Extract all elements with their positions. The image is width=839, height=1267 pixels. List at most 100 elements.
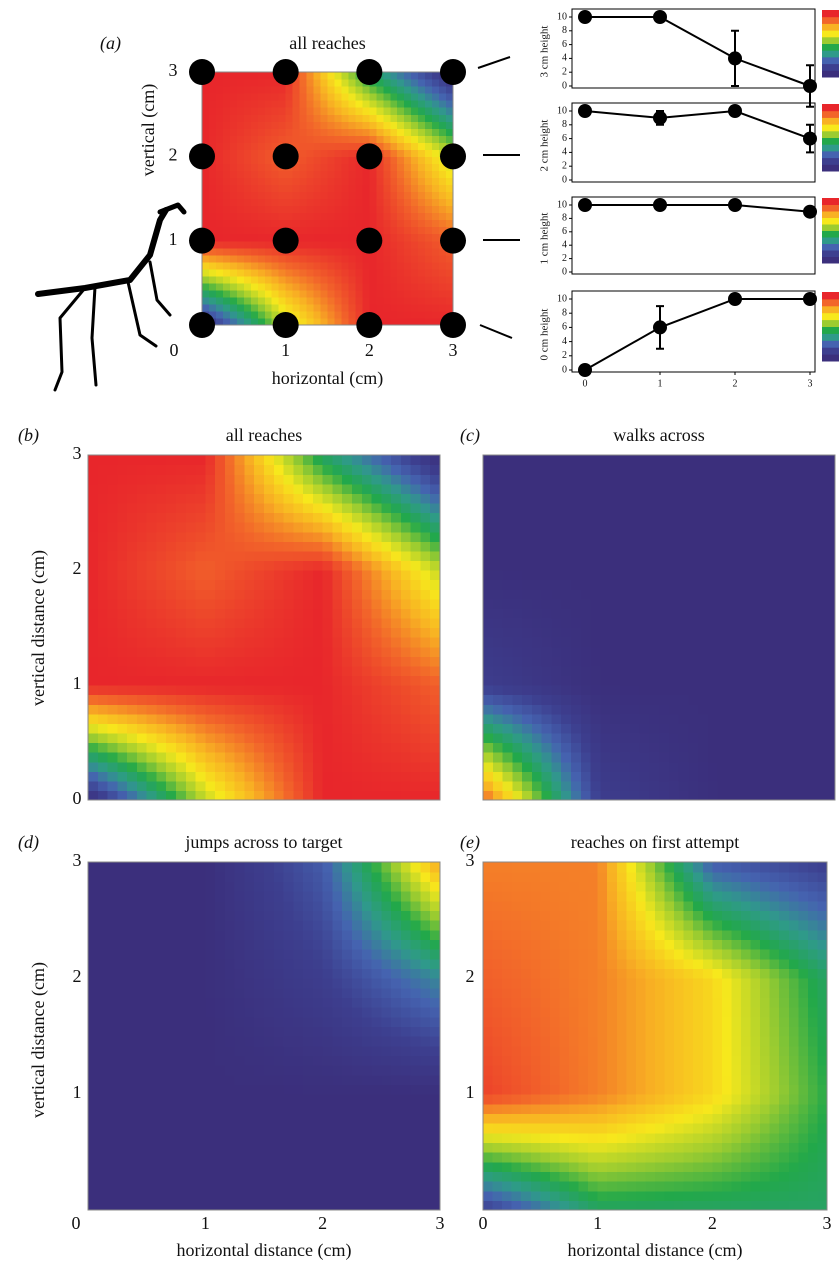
heat-cell [303,1094,314,1105]
target-marker [440,143,466,170]
heat-cell [430,1113,441,1124]
heat-cell [283,1152,294,1163]
heat-cell [600,723,611,734]
heat-cell [381,637,392,648]
heat-cell [361,1113,373,1124]
heat-cell [306,317,315,326]
heat-cell [313,149,322,157]
heat-cell [483,637,494,648]
heat-cell [492,656,504,667]
heat-cell [580,589,592,600]
heat-cell [580,502,592,514]
heat-cell [727,541,738,552]
heat-cell [397,72,405,80]
heat-cell [313,135,322,143]
heat-cell [425,163,433,171]
heat-cell [410,637,422,648]
heat-cell [215,723,226,734]
heat-cell [737,646,748,657]
heat-cell [400,1190,412,1201]
heat-cell [404,86,412,94]
heat-cell [146,1016,158,1027]
heat-cell [257,226,266,235]
heat-cell [420,1094,431,1105]
heat-cell [244,1026,255,1037]
heat-cell [88,862,99,873]
heat-cell [391,752,402,763]
heat-cell [264,637,275,648]
heat-cell [561,742,572,753]
heat-cell [176,598,187,609]
heat-cell [361,704,373,715]
heat-cell [531,627,543,638]
heat-cell [541,455,553,466]
heat-cell [390,156,398,164]
heat-cell [127,531,138,542]
heat-cell [639,598,650,609]
heat-cell [107,675,118,686]
heat-cell [195,522,206,533]
heat-cell [512,771,523,782]
heat-cell [332,732,343,744]
heat-cell [195,1036,206,1047]
heat-cell [391,608,402,619]
heat-cell [312,1074,324,1085]
heat-cell [156,1113,167,1124]
heat-cell [205,675,216,686]
heat-cell [107,589,118,600]
heat-cell [322,1152,334,1163]
heat-cell [166,1190,177,1201]
heat-cell [411,268,419,277]
heat-cell [776,455,787,466]
heat-cell [334,121,343,129]
heat-cell [815,694,826,705]
heat-cell [185,1103,197,1114]
heat-cell [371,780,382,792]
heat-cell [410,531,422,542]
heat-cell [299,170,308,179]
heat-cell [678,713,689,724]
heat-cell [571,531,582,542]
heat-cell [322,685,334,696]
heat-cell [432,191,440,200]
heat-cell [320,205,329,214]
heat-cell [264,1036,275,1047]
heat-cell [332,1045,343,1056]
heat-cell [107,1181,118,1192]
heat-cell [205,790,216,801]
heat-cell [432,282,440,291]
heat-cell [264,675,275,686]
heat-cell [551,761,562,772]
heat-cell [215,550,226,562]
heat-cell [707,675,719,686]
heat-cell [629,560,641,571]
heat-cell [600,665,611,677]
heat-cell [88,1036,99,1047]
heat-cell [107,862,118,873]
target-marker [272,143,299,170]
heat-cell [352,1171,363,1182]
heat-cell [299,212,308,221]
heat-cell [205,627,216,638]
heat-cell [332,646,343,657]
heat-cell [320,100,329,108]
colorbar-segment [822,347,839,355]
heat-cell [420,483,431,494]
heat-cell [411,121,419,129]
heat-cell [224,617,236,629]
heat-cell [698,723,709,734]
heat-cell [224,704,236,715]
heat-cell [327,233,336,242]
heat-cell [117,1055,128,1066]
heat-cell [303,1026,314,1037]
heat-cell [327,100,336,108]
heat-cell [410,987,422,998]
heat-cell [410,550,422,562]
heat-cell [236,303,245,312]
heat-cell [371,1065,382,1076]
heat-cell [446,93,454,101]
heat-cell [747,627,758,638]
heat-cell [176,455,187,466]
heat-cell [283,1200,294,1211]
heat-cell [391,560,402,571]
